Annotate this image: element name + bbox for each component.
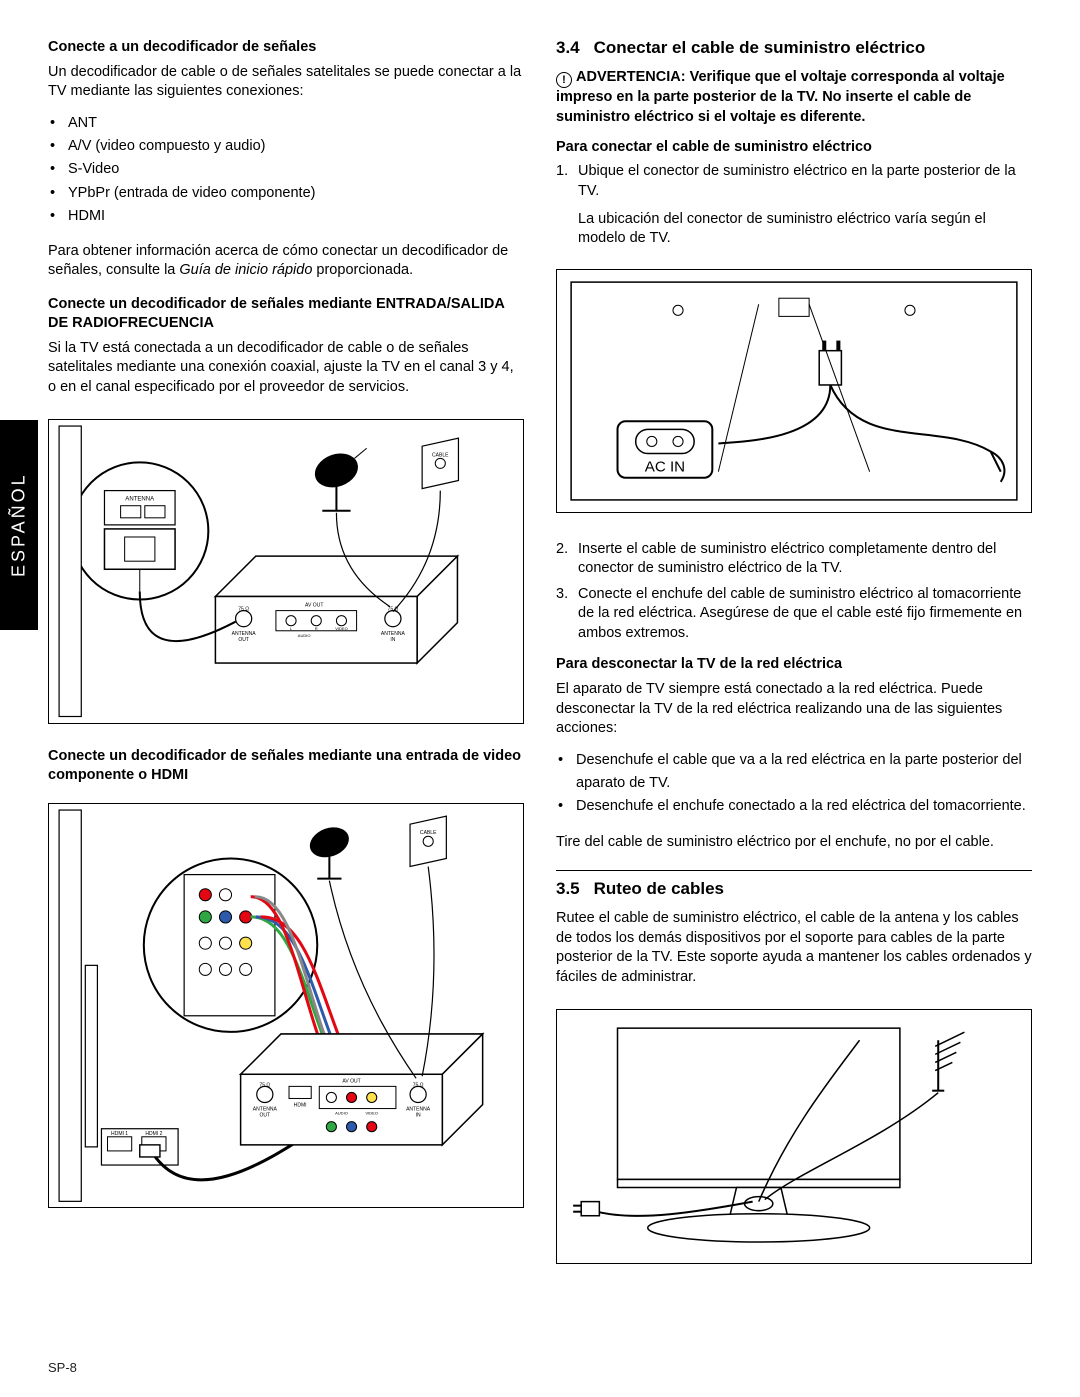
step-1: Ubique el conector de suministro eléctri… <box>556 162 1032 201</box>
step-2: Inserte el cable de suministro eléctrico… <box>556 540 1032 579</box>
diagram-ac-in: AC IN <box>556 269 1032 513</box>
svg-text:HDMI 1: HDMI 1 <box>111 1130 128 1136</box>
subhead-connect-power: Para conectar el cable de suministro elé… <box>556 138 1032 157</box>
list-item: Desenchufe el enchufe conectado a la red… <box>558 795 1032 818</box>
svg-text:IN: IN <box>390 637 395 643</box>
svg-text:OUT: OUT <box>260 1112 271 1118</box>
warning-block: !ADVERTENCIA: Verifique que el voltaje c… <box>556 68 1032 128</box>
step-3: Conecte el enchufe del cable de suminist… <box>556 585 1032 644</box>
svg-text:R: R <box>315 626 318 631</box>
p-pull-by-plug: Tire del cable de suministro eléctrico p… <box>556 833 1032 853</box>
svg-text:AUDIO: AUDIO <box>335 1110 348 1115</box>
list-item: Desenchufe el cable que va a la red eléc… <box>558 749 1032 795</box>
svg-text:AV OUT: AV OUT <box>342 1078 360 1084</box>
list-item: YPbPr (entrada de video componente) <box>50 182 524 205</box>
list-item: S-Video <box>50 158 524 181</box>
svg-text:AUDIO: AUDIO <box>298 633 311 638</box>
svg-text:AC IN: AC IN <box>645 458 685 475</box>
diagram-component-hdmi: HDMI 1 HDMI 2 <box>48 803 524 1208</box>
subhead-rf-connection: Conecte un decodificador de señales medi… <box>48 295 524 333</box>
page-columns: Conecte a un decodificador de señales Un… <box>48 38 1032 1287</box>
steps-connect-power: Ubique el conector de suministro eléctri… <box>556 162 1032 201</box>
list-item: HDMI <box>50 205 524 228</box>
svg-text:ANTENNA: ANTENNA <box>125 497 155 503</box>
section-title: Conectar el cable de suministro eléctric… <box>594 38 926 58</box>
p-disconnect-intro: El aparato de TV siempre está conectado … <box>556 680 1032 739</box>
list-item: A/V (video compuesto y audio) <box>50 135 524 158</box>
svg-text:75 Ω: 75 Ω <box>413 1082 424 1088</box>
right-column: 3.4 Conectar el cable de suministro eléc… <box>556 38 1032 1287</box>
connection-types-list: ANT A/V (video compuesto y audio) S-Vide… <box>48 112 524 228</box>
section-number: 3.5 <box>556 879 580 899</box>
section-3-4-heading: 3.4 Conectar el cable de suministro eléc… <box>556 38 1032 58</box>
steps-connect-power-cont: Inserte el cable de suministro eléctrico… <box>556 540 1032 644</box>
subhead-disconnect: Para desconectar la TV de la red eléctri… <box>556 655 1032 674</box>
list-item: ANT <box>50 112 524 135</box>
svg-text:75 Ω: 75 Ω <box>238 607 249 613</box>
svg-text:CABLE: CABLE <box>420 830 437 836</box>
svg-text:HDMI 2: HDMI 2 <box>145 1130 162 1136</box>
svg-text:75 Ω: 75 Ω <box>259 1082 270 1088</box>
p-quickstart-ref: Para obtener información acerca de cómo … <box>48 242 524 281</box>
p-rf-channel: Si la TV está conectada a un decodificad… <box>48 339 524 398</box>
svg-text:IN: IN <box>416 1112 421 1118</box>
svg-text:CABLE: CABLE <box>432 453 449 459</box>
svg-text:VIDEO: VIDEO <box>365 1110 378 1115</box>
svg-text:AV OUT: AV OUT <box>305 603 323 609</box>
subhead-connect-decoder: Conecte a un decodificador de señales <box>48 38 524 57</box>
diagram-rf-connection: ANTENNA 75 Ω ANTENNA OUT AV OUT <box>48 419 524 724</box>
svg-text:OUT: OUT <box>238 637 249 643</box>
diagram-cable-routing <box>556 1009 1032 1263</box>
section-3-5-heading: 3.5 Ruteo de cables <box>556 870 1032 899</box>
subhead-component-hdmi: Conecte un decodificador de señales medi… <box>48 747 524 785</box>
svg-text:VIDEO: VIDEO <box>335 626 348 631</box>
p-decoder-intro: Un decodificador de cable o de señales s… <box>48 63 524 102</box>
section-number: 3.4 <box>556 38 580 58</box>
language-tab: ESPAÑOL <box>0 420 38 630</box>
warning-icon: ! <box>556 72 572 88</box>
p-cable-routing: Rutee el cable de suministro eléctrico, … <box>556 909 1032 987</box>
svg-text:HDMI: HDMI <box>294 1102 307 1108</box>
left-column: Conecte a un decodificador de señales Un… <box>48 38 524 1287</box>
disconnect-options: Desenchufe el cable que va a la red eléc… <box>556 749 1032 819</box>
section-title: Ruteo de cables <box>594 879 724 899</box>
page-number: SP-8 <box>48 1360 77 1375</box>
step-1-note: La ubicación del conector de suministro … <box>556 210 1032 249</box>
